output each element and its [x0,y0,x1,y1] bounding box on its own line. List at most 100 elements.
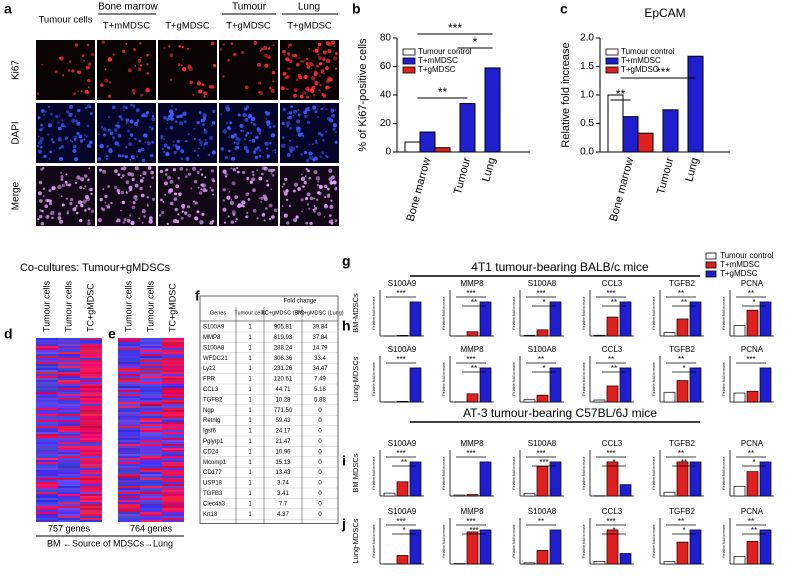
cell [117,154,122,158]
heatmap-cell [80,424,102,426]
cell [325,154,328,158]
cell [325,130,328,133]
y-axis-label: Relative fold increase [582,362,586,396]
chart-title: TGFB2 [669,507,695,516]
cell [237,170,240,173]
cell [321,92,325,97]
heatmap-cell [162,342,184,344]
significance: * [752,298,755,307]
cell [73,92,77,96]
bar [453,494,466,497]
cell [110,201,113,205]
heatmap-cell [162,396,184,398]
heatmap-cell [118,508,140,510]
cell [210,41,215,46]
cell [60,123,65,128]
heatmap-cell [58,370,80,372]
y-tick-label: 40 [380,90,392,101]
cell [177,176,181,180]
cell [111,105,116,110]
cell [302,185,305,188]
significance: * [542,364,545,373]
significance: ** [681,458,687,467]
cell [191,166,197,171]
heatmap-cell [118,464,140,466]
table-cell: 288.24 [274,345,293,351]
cell [151,117,156,122]
heatmap-cell [58,384,80,386]
cell [256,169,259,172]
cell [269,217,272,221]
heatmap-cell [118,476,140,478]
heatmap-cell [162,488,184,490]
cell [320,108,323,111]
cell [315,176,321,181]
heatmap-cell [36,466,58,468]
heatmap-cell [80,464,102,466]
heatmap-cell [80,364,102,366]
cell [86,124,90,128]
heatmap-cell [118,488,140,490]
legend-label: T+mMDSC [418,56,458,65]
heatmap-cell [36,396,58,398]
cell [40,221,45,226]
cell [75,204,78,208]
heatmap-cell [140,450,162,452]
heatmap-cell [80,446,102,448]
bar [746,540,759,565]
y-tick-label: 2.0 [580,33,594,44]
cell [148,216,153,221]
cell [268,47,271,50]
bar [383,492,396,497]
heatmap-cell [140,466,162,468]
heatmap-cell [36,402,58,404]
heatmap-cell [118,404,140,406]
cell [326,79,330,84]
heatmap-cell [162,514,184,516]
cell [235,166,239,170]
cell [329,77,333,82]
cell [108,81,112,84]
heatmap-cell [58,340,80,342]
cell [127,172,132,176]
heatmap-cell [140,470,162,472]
group-label: Tumour [232,2,267,13]
bar [549,367,562,403]
chart-title: CCL3 [602,507,623,516]
cell [183,120,187,124]
table-cell: 0 [318,449,322,455]
cell [102,169,107,174]
heatmap-cell [36,376,58,378]
cell [286,221,290,225]
cell [47,133,50,136]
heatmap-cell [36,484,58,486]
significance: *** [656,65,670,79]
cell [304,114,308,119]
cell [230,134,235,139]
table-cell: 21.47 [275,439,291,445]
row-label: Lung-MDSCs [351,518,360,563]
cell [201,123,205,127]
heatmap-cell [140,342,162,344]
heatmap-cell [36,388,58,390]
chart-title: MMP8 [460,345,484,354]
cell [87,221,91,226]
significance: *** [606,289,615,298]
heatmap-cell [36,426,58,428]
cell [141,221,144,224]
heatmap-title: Co-cultures: Tumour+gMDSCs [20,262,171,274]
bar [479,367,492,403]
column-label: Tumour cells [123,280,133,332]
heatmap-cell [58,482,80,484]
bar [593,561,606,565]
cell [292,189,296,193]
heatmap-cell [36,442,58,444]
heatmap-cell [36,364,58,366]
cell [43,113,46,116]
cell [264,63,269,68]
heatmap-cell [58,444,80,446]
heatmap-cell [58,500,80,502]
cell [60,195,63,198]
chart-title: CCL3 [602,439,623,448]
cell [49,202,53,206]
